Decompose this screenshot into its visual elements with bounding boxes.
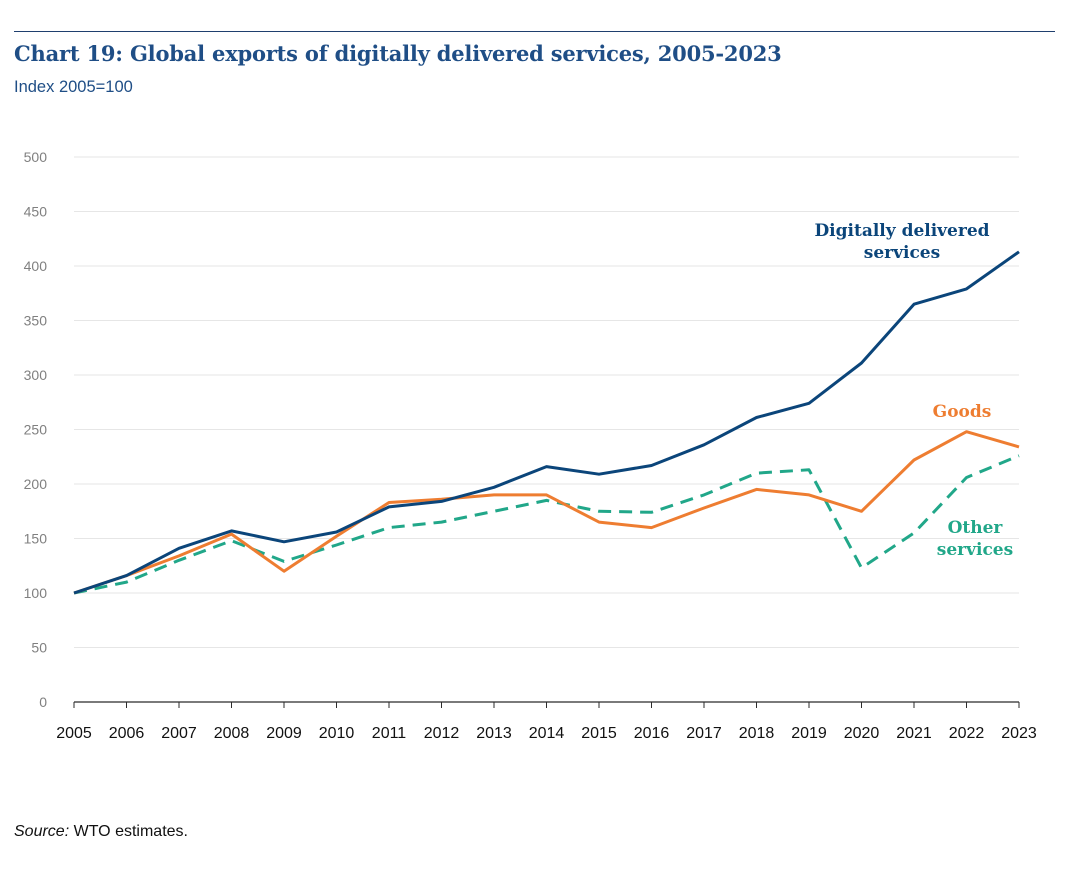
x-tick-label: 2006	[109, 725, 145, 742]
series-label-line: Goods	[933, 402, 992, 422]
series-label-goods: Goods	[933, 402, 992, 422]
x-tick-label: 2012	[424, 725, 460, 742]
y-tick-label: 500	[24, 149, 48, 165]
chart-subtitle: Index 2005=100	[14, 78, 133, 96]
x-tick-label: 2013	[476, 725, 512, 742]
axis-layer: 0 50 100 150 200 250 300 350 400 450 500 2005 2006 20…	[24, 149, 1037, 742]
series-line-digitally-delivered-services	[73, 250, 1020, 595]
x-tick-label: 2015	[581, 725, 617, 742]
series-label-digitally-delivered-services: Digitally delivered services	[814, 221, 989, 263]
x-tick-label: 2014	[529, 725, 565, 742]
y-tick-label: 100	[24, 585, 48, 601]
y-tick-label: 150	[24, 531, 48, 547]
y-tick-label: 400	[24, 258, 48, 274]
series-line-goods	[73, 430, 1020, 595]
x-tick-label: 2018	[739, 725, 775, 742]
series-line-other-services	[73, 454, 1020, 595]
x-tick-label: 2007	[161, 725, 197, 742]
x-tick-label: 2009	[266, 725, 302, 742]
x-tick-label: 2022	[949, 725, 985, 742]
chart-title: Chart 19: Global exports of digitally de…	[14, 41, 782, 66]
top-rule	[14, 31, 1055, 32]
grid-layer	[74, 156, 1019, 648]
x-tick-label: 2008	[214, 725, 250, 742]
series-label-other-services: Other services	[937, 518, 1013, 560]
x-tick-label: 2005	[56, 725, 92, 742]
series-label-line: services	[864, 243, 940, 263]
source-label: Source:	[14, 823, 70, 840]
y-tick-label: 200	[24, 476, 48, 492]
y-tick-label: 50	[31, 640, 47, 656]
x-tick-label: 2017	[686, 725, 722, 742]
y-tick-label: 0	[39, 694, 47, 710]
source-text: WTO estimates.	[69, 823, 188, 840]
line-chart: 0 50 100 150 200 250 300 350 400 450 500 2005 2006 20…	[24, 149, 1037, 742]
series-label-line: Other	[948, 518, 1004, 538]
y-tick-label: 350	[24, 313, 48, 329]
source-note: Source: WTO estimates.	[14, 823, 188, 841]
y-tick-label: 250	[24, 422, 48, 438]
x-tick-label: 2010	[319, 725, 355, 742]
series-label-line: Digitally delivered	[814, 221, 989, 241]
x-tick-label: 2020	[844, 725, 880, 742]
y-tick-label: 450	[24, 204, 48, 220]
y-tick-label: 300	[24, 367, 48, 383]
x-tick-label: 2016	[634, 725, 670, 742]
series-layer	[73, 250, 1020, 595]
x-tick-label: 2023	[1001, 725, 1037, 742]
x-tick-label: 2019	[791, 725, 827, 742]
x-tick-label: 2011	[372, 725, 407, 742]
series-label-line: services	[937, 540, 1013, 560]
x-tick-label: 2021	[896, 725, 932, 742]
